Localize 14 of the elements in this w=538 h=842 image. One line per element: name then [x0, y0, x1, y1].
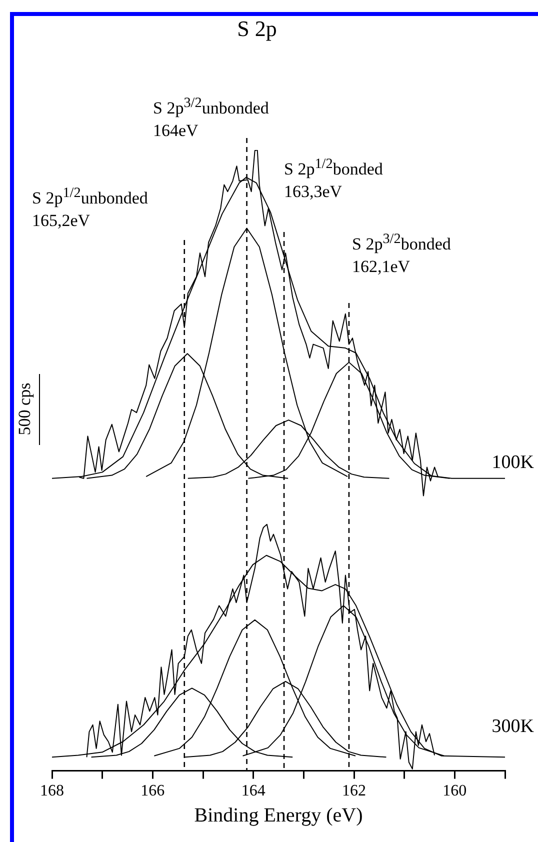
- annotation: 300K: [492, 716, 534, 738]
- ref-line-label: S 2p$^{1/2}$bonded 163,3eV: [284, 155, 383, 203]
- ref-line-label: S 2p$^{3/2}$bonded 162,1eV: [352, 230, 451, 278]
- x-tick-label: 164: [241, 782, 266, 800]
- x-tick-label: 162: [342, 782, 366, 800]
- annotation: 100K: [492, 452, 534, 474]
- x-axis-title: Binding Energy (eV): [194, 804, 363, 826]
- x-tick-label: 166: [140, 782, 165, 800]
- x-tick-label: 160: [442, 782, 467, 800]
- ref-line-label: S 2p$^{1/2}$unbonded 165,2eV: [32, 184, 148, 232]
- x-tick-label: 168: [40, 782, 64, 800]
- text: 500 cps: [14, 382, 35, 438]
- chart-title: S 2p: [236, 16, 278, 41]
- ref-line-label: S 2p$^{3/2}$unbonded 164eV: [153, 94, 269, 142]
